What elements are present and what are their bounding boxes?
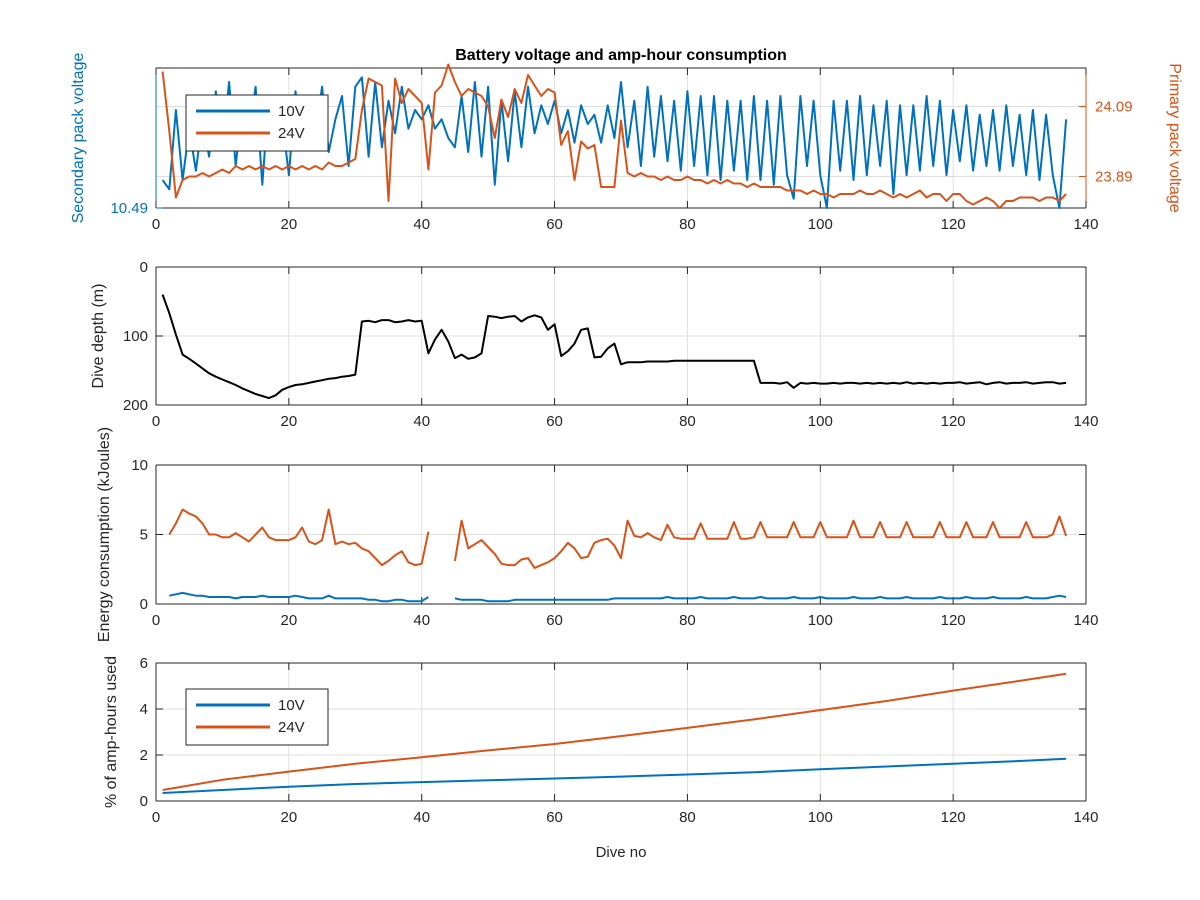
- y-axis-label: % of amp-hours used: [103, 656, 120, 808]
- y-tick-label: 6: [140, 655, 148, 672]
- x-tick-label: 140: [1073, 413, 1098, 430]
- x-tick-label: 120: [941, 413, 966, 430]
- y-tick-label-right: 24.09: [1095, 99, 1133, 116]
- x-tick-label: 120: [941, 216, 966, 233]
- x-tick-label: 80: [679, 612, 696, 629]
- x-tick-label: 100: [808, 413, 833, 430]
- x-tick-label: 40: [413, 413, 430, 430]
- series-line-24v: [168, 508, 1068, 569]
- series-line-24v: [161, 63, 1067, 209]
- legend-box: [185, 94, 329, 152]
- y-tick-label: 4: [140, 701, 148, 718]
- x-tick-label: 0: [152, 413, 160, 430]
- y-axis-label: Dive depth (m): [90, 284, 107, 389]
- x-tick-label: 140: [1073, 809, 1098, 826]
- x-axis-label: Dive no: [596, 844, 647, 861]
- x-tick-label: 20: [281, 216, 298, 233]
- y-tick-label: 200: [123, 397, 148, 414]
- series-line-10v: [162, 757, 1067, 794]
- subplot-3: 0 20 40 60 80 100 120 140 0 5 10 Energy consumption…: [96, 427, 1099, 642]
- y-tick-label: 0: [140, 596, 148, 613]
- y-axis-label: Energy consumption (kJoules): [96, 427, 113, 642]
- x-tick-label: 120: [941, 612, 966, 629]
- x-tick-label: 100: [808, 216, 833, 233]
- x-tick-label: 0: [152, 612, 160, 629]
- x-tick-label: 60: [546, 809, 563, 826]
- subplot-4: 0 20 40 60 80 100 120 140 0 2 4 6 Dive no % of amp-ho…: [103, 655, 1099, 861]
- subplot-2: 0 20 40 60 80 100 120 140 0 100 200 Dive depth (m): [90, 259, 1099, 430]
- y-tick-label: 2: [140, 747, 148, 764]
- x-tick-label: 140: [1073, 216, 1098, 233]
- x-tick-label: 60: [546, 612, 563, 629]
- y-tick-label: 100: [123, 328, 148, 345]
- legend-label-10v: 10V: [278, 697, 305, 714]
- x-tick-label: 80: [679, 413, 696, 430]
- y-tick-label: 0: [140, 793, 148, 810]
- x-tick-label: 100: [808, 809, 833, 826]
- y-axis-label-right: Primary pack voltage: [1166, 63, 1183, 212]
- x-tick-label: 80: [679, 809, 696, 826]
- y-tick-label: 10.49: [110, 200, 148, 217]
- x-tick-label: 20: [281, 413, 298, 430]
- y-tick-label: 5: [140, 527, 148, 544]
- series-line-depth: [161, 294, 1067, 400]
- legend-label-10v: 10V: [278, 103, 305, 120]
- legend-box: [185, 688, 329, 746]
- series-line-10v: [169, 591, 1067, 603]
- x-tick-label: 40: [413, 809, 430, 826]
- chart-title: Battery voltage and amp-hour consumption: [455, 47, 787, 64]
- x-tick-label: 120: [941, 809, 966, 826]
- x-tick-label: 0: [152, 216, 160, 233]
- y-tick-label: 0: [140, 259, 148, 276]
- x-tick-label: 80: [679, 216, 696, 233]
- x-tick-label: 0: [152, 809, 160, 826]
- x-tick-label: 20: [281, 809, 298, 826]
- series-line-24v: [162, 672, 1067, 791]
- y-tick-label: 10: [131, 457, 148, 474]
- x-tick-label: 60: [546, 216, 563, 233]
- x-tick-label: 40: [413, 612, 430, 629]
- x-tick-label: 140: [1073, 612, 1098, 629]
- subplot-1: 0 20 40 60 80 100 120 140 10.49 23.89 24.09 Battery…: [70, 47, 1183, 233]
- x-tick-label: 20: [281, 612, 298, 629]
- x-tick-label: 60: [546, 413, 563, 430]
- legend-label-24v: 24V: [278, 125, 305, 142]
- x-tick-label: 100: [808, 612, 833, 629]
- y-axis-label: Secondary pack voltage: [70, 53, 87, 224]
- legend-label-24v: 24V: [278, 719, 305, 736]
- y-tick-label-right: 23.89: [1095, 169, 1133, 186]
- x-tick-label: 40: [413, 216, 430, 233]
